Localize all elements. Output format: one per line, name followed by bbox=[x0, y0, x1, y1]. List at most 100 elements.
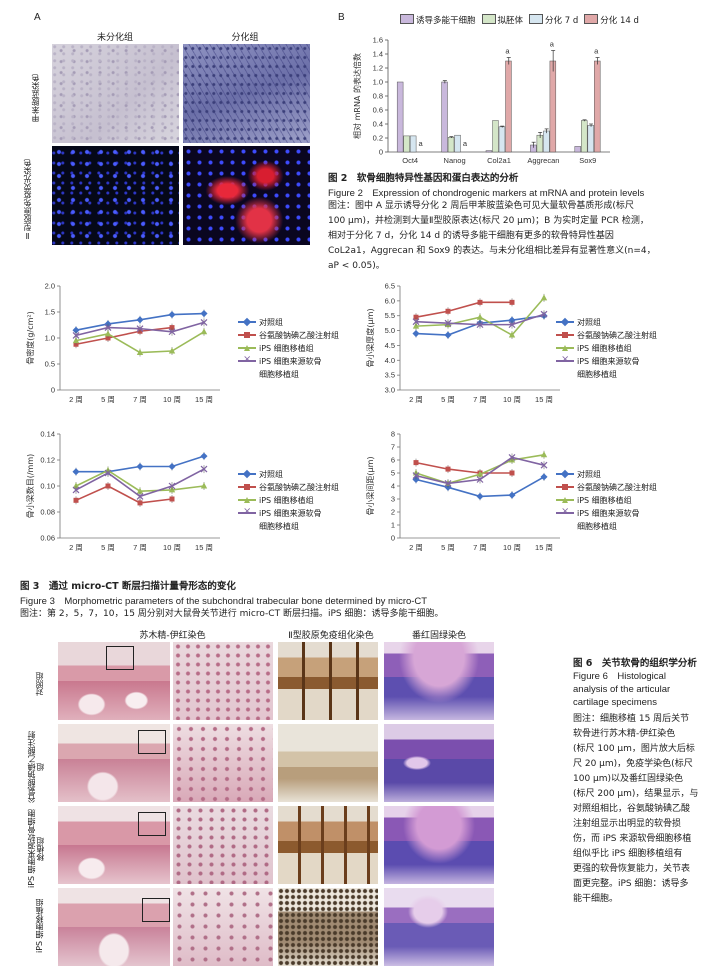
fig6-row-label-ips-chondro: iPS 细胞来源软骨细胞移植组 bbox=[27, 809, 45, 889]
data-point bbox=[509, 470, 515, 476]
y-tick-label: 2.0 bbox=[45, 282, 55, 291]
y-tick-label: 0.8 bbox=[373, 92, 383, 101]
data-point bbox=[136, 492, 144, 500]
y-tick-label: 5 bbox=[391, 469, 395, 478]
bar bbox=[441, 81, 448, 153]
x-tick-label: 2 周 bbox=[69, 543, 83, 552]
fig6-col-he: 苏木精-伊红染色 bbox=[139, 631, 206, 641]
fig2-panel-b-label: B bbox=[338, 12, 345, 23]
data-point bbox=[200, 465, 208, 473]
data-point bbox=[200, 310, 208, 318]
x-tick-label: Aggrecan bbox=[527, 156, 559, 165]
he-ips-chondro-high bbox=[173, 806, 273, 884]
significance-mark: a bbox=[505, 47, 510, 56]
data-point bbox=[444, 319, 452, 327]
data-point bbox=[72, 482, 80, 489]
bar bbox=[574, 146, 581, 153]
y-tick-label: 0.14 bbox=[40, 430, 55, 439]
y-tick-label: 1.0 bbox=[45, 334, 55, 343]
fig2-col-diff: 分化组 bbox=[231, 33, 259, 43]
y-tick-label: 6.0 bbox=[385, 296, 395, 305]
data-point bbox=[540, 451, 548, 458]
y-tick-label: 7 bbox=[391, 443, 395, 452]
bar bbox=[581, 120, 588, 153]
x-tick-label: 7 周 bbox=[133, 395, 147, 404]
data-point bbox=[509, 299, 515, 305]
legend-7d: 分化 7 d bbox=[529, 14, 578, 26]
data-point bbox=[445, 466, 451, 472]
fig2b-bar-chart: 0 0.2 0.4 0.6 0.8 1.0 1.2 1.4 1.6 相对 mRNA 的表达倍数 a O… bbox=[340, 30, 620, 170]
x-tick-label: 15 周 bbox=[195, 543, 213, 552]
data-point bbox=[540, 473, 548, 481]
fig3b-trabecular-thickness-chart: 3.0 3.5 4.0 4.5 5.0 5.5 6.0 6.5 骨小梁厚度(μm) 2 周 5 周 7… bbox=[360, 280, 570, 420]
data-point bbox=[105, 483, 111, 489]
bar bbox=[549, 60, 557, 153]
bar bbox=[594, 60, 601, 153]
fig6-row-label-mia: 谷氨酸钠碘乙酸注射组 bbox=[27, 731, 45, 803]
he-ips-high bbox=[173, 888, 273, 966]
bar bbox=[492, 120, 499, 153]
x-tick-label: 10 周 bbox=[163, 395, 181, 404]
fig2-row2-label: Ⅱ型胶原免疫荧光染色 bbox=[23, 159, 32, 241]
fig3d-legend: 对照组 谷氨酸钠碘乙酸注射组 iPS 细胞移植组 iPS 细胞来源软骨 细胞移植… bbox=[556, 468, 657, 533]
y-tick-label: 1.2 bbox=[373, 64, 383, 73]
x-tick-label: 5 周 bbox=[101, 543, 115, 552]
toluidine-undiff-image bbox=[52, 44, 179, 143]
fig2b-legend: 诱导多能干细胞 拟胚体 分化 7 d 分化 14 d bbox=[400, 14, 639, 26]
data-point bbox=[136, 325, 144, 333]
bar bbox=[447, 137, 455, 153]
y-tick-label: 6 bbox=[391, 456, 395, 465]
x-tick-label: 2 周 bbox=[69, 395, 83, 404]
data-point bbox=[200, 328, 208, 335]
data-point bbox=[413, 314, 419, 320]
ihc-ips-chondro bbox=[278, 806, 378, 884]
bar bbox=[409, 135, 417, 153]
fig3b-svg: 3.0 3.5 4.0 4.5 5.0 5.5 6.0 6.5 骨小梁厚度(μm) 2 周 5 周 7… bbox=[365, 282, 560, 404]
data-point bbox=[508, 331, 516, 338]
x-tick-label: 2 周 bbox=[409, 395, 423, 404]
bar bbox=[587, 125, 594, 153]
he-control-low bbox=[58, 642, 170, 720]
y-tick-label: 3.5 bbox=[385, 371, 395, 380]
data-point bbox=[508, 491, 516, 499]
data-point bbox=[540, 461, 548, 469]
data-point bbox=[412, 472, 420, 480]
x-tick-label: 15 周 bbox=[195, 395, 213, 404]
fig3b-legend: 对照组 谷氨酸钠碘乙酸注射组 iPS 细胞移植组 iPS 细胞来源软骨 细胞移植… bbox=[556, 316, 657, 381]
data-point bbox=[476, 476, 484, 483]
x-tick-label: 15 周 bbox=[535, 543, 553, 552]
y-tick-label: 0.2 bbox=[373, 134, 383, 143]
collagen-if-undiff-image bbox=[52, 146, 179, 245]
data-point bbox=[169, 325, 175, 331]
fig3-note: 图注：第 2，5，7，10，15 周分别对大鼠骨关节进行 micro-CT 断层… bbox=[20, 609, 444, 619]
significance-mark: a bbox=[550, 40, 555, 49]
data-point bbox=[168, 462, 176, 471]
y-tick-label: 1.5 bbox=[45, 308, 55, 317]
he-control-high bbox=[173, 642, 273, 720]
x-tick-label: 10 周 bbox=[163, 543, 181, 552]
fig3d-svg: 0 1 2 3 4 5 6 7 8 骨小梁间距(μm) 2 周 5 周 7 周 10 周 15 周 bbox=[366, 430, 560, 552]
data-point bbox=[104, 324, 112, 332]
he-mia-high bbox=[173, 724, 273, 802]
fig2-row1-label: 甲苯胺蓝染色 bbox=[31, 74, 40, 122]
y-tick-label: 0.5 bbox=[45, 360, 55, 369]
data-point bbox=[73, 497, 79, 503]
y-tick-label: 0.10 bbox=[40, 482, 55, 491]
x-tick-label: 5 周 bbox=[101, 395, 115, 404]
significance-mark: a bbox=[419, 139, 424, 148]
x-tick-label: Nanog bbox=[444, 156, 466, 165]
fig3a-svg: 0 0.5 1.0 1.5 2.0 骨密度(g/cm²) 2 周 5 周 7 周 10 周 15 周 bbox=[25, 282, 220, 404]
x-tick-label: 7 周 bbox=[473, 543, 487, 552]
data-point bbox=[72, 468, 80, 476]
legend-ips: 诱导多能干细胞 bbox=[400, 14, 476, 26]
data-point bbox=[105, 335, 111, 341]
series-line bbox=[415, 461, 512, 474]
fig3c-legend: 对照组 谷氨酸钠碘乙酸注射组 iPS 细胞移植组 iPS 细胞来源软骨 细胞移植… bbox=[238, 468, 339, 533]
y-tick-label: 2 bbox=[391, 508, 395, 517]
y-tick-label: 0 bbox=[51, 386, 55, 395]
fig6-row-label-ips: iPS 细胞移植组 bbox=[35, 898, 44, 954]
x-tick-label: 15 周 bbox=[535, 395, 553, 404]
ihc-ips bbox=[278, 888, 378, 966]
data-point bbox=[104, 330, 112, 337]
data-point bbox=[168, 347, 176, 354]
